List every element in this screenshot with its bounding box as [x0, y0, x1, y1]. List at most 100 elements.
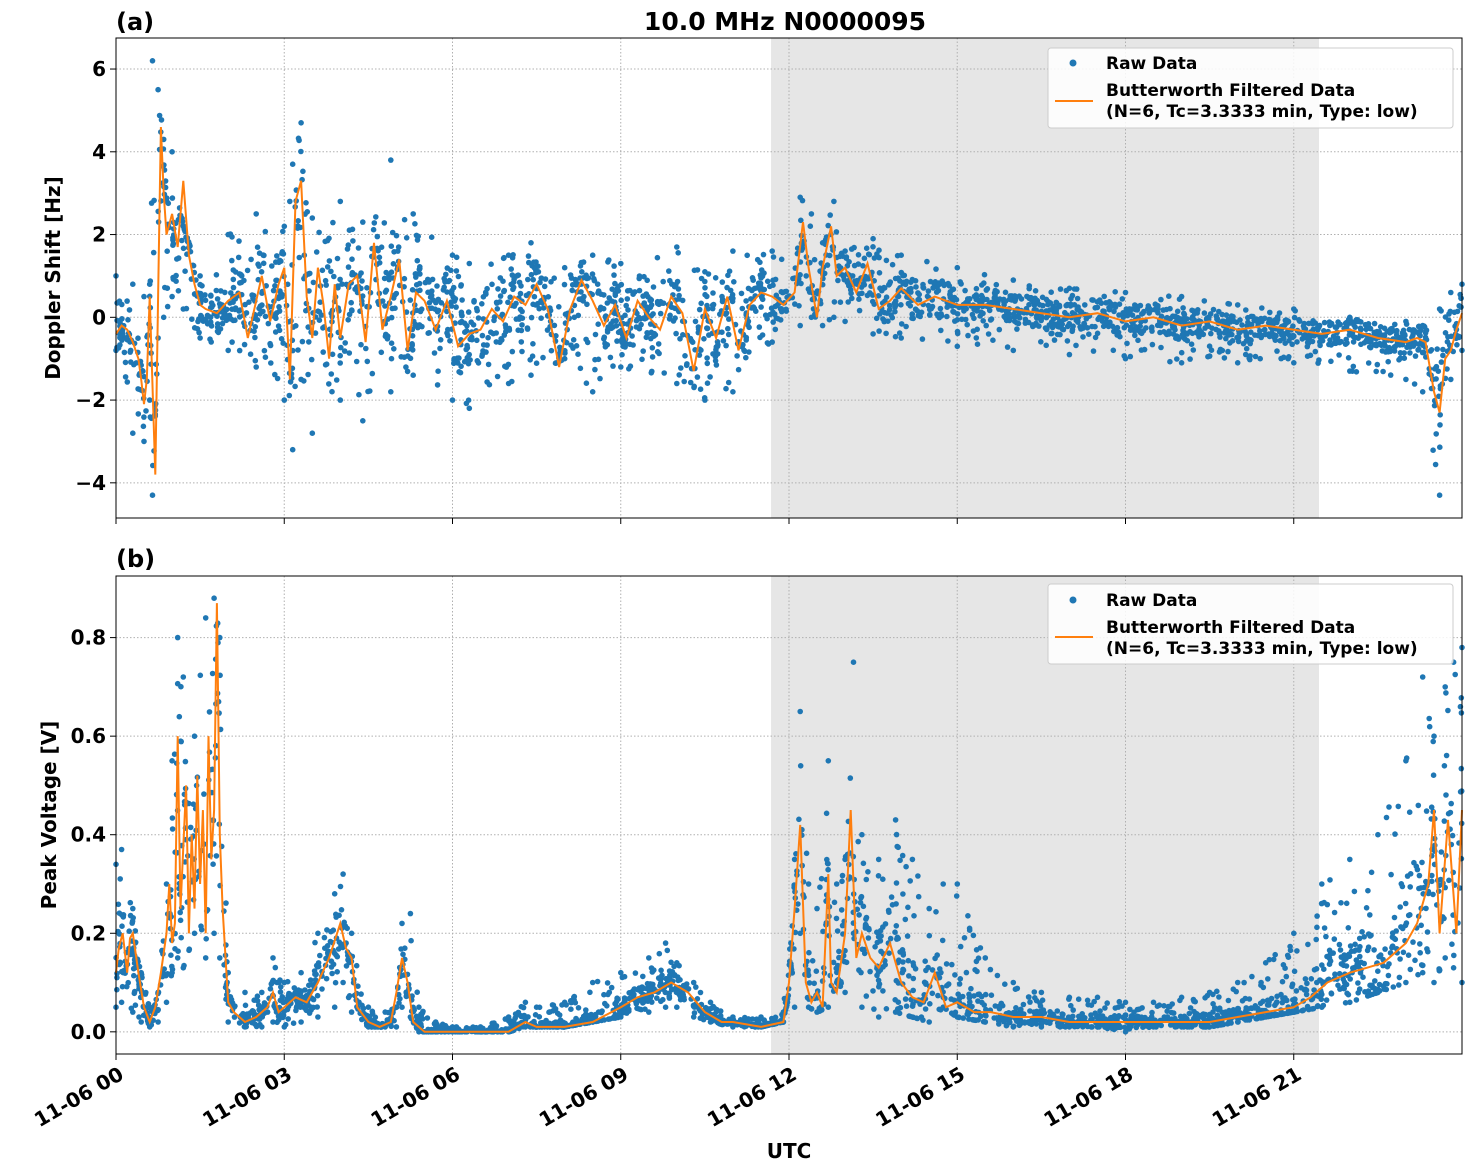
raw-data-point — [225, 231, 231, 238]
raw-data-point — [1239, 998, 1246, 1004]
raw-data-point — [197, 672, 204, 679]
raw-data-point — [323, 282, 330, 288]
raw-data-point — [702, 285, 708, 291]
raw-data-point — [947, 289, 954, 295]
raw-data-point — [369, 370, 376, 377]
raw-data-point — [529, 353, 536, 360]
raw-data-point — [723, 342, 729, 349]
raw-data-point — [954, 264, 961, 271]
raw-data-point — [778, 256, 785, 263]
raw-data-point — [620, 338, 627, 345]
raw-data-point — [1043, 296, 1050, 303]
raw-data-point — [900, 279, 907, 286]
raw-data-point — [1403, 376, 1409, 383]
raw-data-point — [860, 280, 867, 287]
raw-data-point — [236, 238, 242, 244]
raw-data-point — [1248, 329, 1254, 336]
raw-data-point — [892, 308, 898, 315]
raw-data-point — [160, 314, 167, 321]
raw-data-point — [121, 349, 128, 356]
raw-data-point — [880, 876, 886, 882]
raw-data-point — [1305, 340, 1312, 347]
raw-data-point — [601, 334, 608, 341]
raw-data-point — [1353, 997, 1360, 1003]
raw-data-point — [887, 935, 894, 942]
raw-data-point — [253, 211, 259, 217]
raw-data-point — [523, 292, 530, 299]
raw-data-point — [208, 292, 214, 299]
raw-data-point — [328, 268, 334, 275]
raw-data-point — [229, 339, 235, 345]
raw-data-point — [1066, 351, 1073, 358]
raw-data-point — [1044, 325, 1050, 332]
raw-data-point — [542, 276, 549, 282]
raw-data-point — [393, 232, 400, 239]
raw-data-point — [278, 984, 284, 990]
raw-data-point — [607, 1016, 613, 1022]
raw-data-point — [1406, 809, 1413, 815]
raw-data-point — [1156, 1002, 1163, 1008]
raw-data-point — [1336, 339, 1343, 346]
raw-data-point — [1037, 1000, 1043, 1006]
raw-data-point — [1431, 366, 1438, 372]
raw-data-point — [1169, 1016, 1175, 1022]
raw-data-point — [1110, 347, 1117, 354]
raw-data-point — [141, 438, 147, 445]
raw-data-point — [434, 382, 441, 388]
raw-data-point — [658, 998, 664, 1005]
raw-data-point — [626, 366, 632, 372]
raw-data-point — [488, 261, 494, 268]
raw-data-point — [485, 334, 491, 341]
raw-data-point — [1431, 402, 1438, 409]
raw-data-point — [235, 254, 242, 261]
raw-data-point — [230, 284, 237, 291]
raw-data-point — [1155, 310, 1161, 316]
raw-data-point — [409, 333, 416, 339]
raw-data-point — [1104, 1000, 1110, 1006]
raw-data-point — [751, 285, 758, 292]
raw-data-point — [553, 333, 559, 339]
raw-data-point — [806, 949, 812, 956]
raw-data-point — [449, 397, 456, 403]
raw-data-point — [1396, 974, 1403, 981]
raw-data-point — [416, 280, 423, 287]
raw-data-point — [466, 260, 473, 267]
raw-data-point — [782, 288, 788, 295]
raw-data-point — [1436, 492, 1443, 499]
raw-data-point — [698, 300, 704, 307]
raw-data-point — [731, 279, 737, 285]
raw-data-point — [1251, 317, 1257, 324]
raw-data-point — [374, 245, 380, 252]
raw-data-point — [1376, 332, 1383, 338]
raw-data-point — [420, 1008, 426, 1015]
raw-data-point — [952, 318, 958, 324]
raw-data-point — [1324, 953, 1330, 960]
raw-data-point — [540, 305, 547, 311]
raw-data-point — [203, 936, 209, 942]
raw-data-point — [349, 256, 355, 263]
raw-data-point — [1252, 1003, 1259, 1009]
raw-data-point — [256, 263, 262, 269]
raw-data-point — [1407, 884, 1413, 890]
raw-data-point — [899, 969, 906, 976]
raw-data-point — [548, 347, 555, 354]
raw-data-point — [1392, 321, 1398, 328]
raw-data-point — [509, 348, 516, 355]
raw-data-point — [847, 775, 854, 781]
raw-data-point — [910, 975, 917, 982]
raw-data-point — [1135, 337, 1141, 344]
raw-data-point — [835, 277, 841, 284]
raw-data-point — [702, 291, 708, 298]
raw-data-point — [386, 276, 392, 283]
raw-data-point — [657, 310, 664, 317]
raw-data-point — [1119, 296, 1126, 302]
raw-data-point — [1235, 1005, 1241, 1012]
raw-data-point — [358, 270, 364, 276]
raw-data-point — [1374, 361, 1381, 368]
raw-data-point — [1004, 344, 1011, 350]
raw-data-point — [1285, 355, 1291, 362]
raw-data-point — [692, 318, 699, 325]
raw-data-point — [382, 289, 389, 295]
raw-data-point — [501, 254, 507, 261]
raw-data-point — [403, 364, 409, 370]
